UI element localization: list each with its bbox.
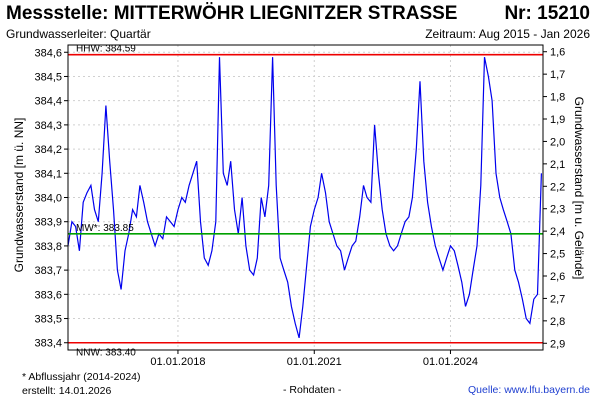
y-tick-label-left: 383,9 [34, 217, 62, 229]
y-tick-label-right: 1,8 [550, 92, 565, 104]
y-tick-label-right: 2,1 [550, 159, 565, 171]
y-axis-right: 1,6 1,7 1,8 1,9 2,0 2,1 2,2 2,3 2,4 2,5 2,6 2,7 2,8 2… [543, 47, 565, 350]
nnw-label: NNW: 383.40 [76, 348, 136, 359]
y-axis-label-left: Grundwasserstand [m ü. NN] [12, 117, 26, 273]
station-number: Nr: 15210 [504, 3, 590, 24]
y-tick-label-right: 2,7 [550, 293, 565, 305]
y-tick-label-right: 2,6 [550, 271, 565, 283]
footnote: * Abflussjahr (2014-2024) [22, 371, 141, 383]
y-tick-label-right: 2,4 [550, 226, 565, 238]
station-title: Messstelle: MITTERWÖHR LIEGNITZER STRASS… [6, 3, 458, 24]
y-axis-left: 383,4 383,5 383,6 383,7 383,8 383,9 384,0 384,1… [34, 47, 68, 350]
x-tick-label: 01.01.2024 [423, 356, 478, 368]
y-tick-label-right: 2,0 [550, 136, 565, 148]
hhw-label: HHW: 384.59 [76, 44, 136, 55]
reference-lines: HHW: 384.59 MW*: 383.85 NNW: 383.40 [68, 44, 543, 359]
y-tick-label-right: 2,3 [550, 204, 565, 216]
grid [68, 45, 543, 350]
y-tick-label-left: 384,6 [34, 47, 62, 59]
period-label: Zeitraum: Aug 2015 - Jan 2026 [425, 27, 590, 41]
x-tick-label: 01.01.2018 [150, 356, 205, 368]
y-tick-label-right: 1,9 [550, 114, 565, 126]
aquifer-label: Grundwasserleiter: Quartär [6, 27, 151, 41]
source-link[interactable]: Quelle: www.lfu.bayern.de [468, 384, 590, 396]
y-tick-label-left: 384,1 [34, 168, 62, 180]
y-tick-label-right: 2,8 [550, 316, 565, 328]
y-tick-label-left: 383,6 [34, 289, 62, 301]
y-tick-label-left: 384,5 [34, 71, 62, 83]
y-axis-label-right: Grundwasserstand [m u. Gelände] [572, 96, 586, 280]
y-tick-label-left: 383,5 [34, 314, 62, 326]
x-axis: 01.01.2018 01.01.2021 01.01.2024 [150, 350, 478, 368]
raw-data-label: - Rohdaten - [283, 384, 342, 396]
y-tick-label-right: 2,2 [550, 181, 565, 193]
y-tick-label-left: 384,0 [34, 193, 62, 205]
created-date: erstellt: 14.01.2026 [22, 385, 112, 397]
series-layer [67, 56, 542, 339]
y-tick-label-left: 384,4 [34, 96, 62, 108]
y-tick-label-left: 384,2 [34, 144, 62, 156]
y-tick-label-right: 2,9 [550, 338, 565, 350]
x-tick-label: 01.01.2021 [287, 356, 342, 368]
y-tick-label-left: 383,8 [34, 241, 62, 253]
y-tick-label-right: 1,6 [550, 47, 565, 59]
plot-frame [67, 44, 544, 351]
y-tick-label-left: 383,4 [34, 338, 62, 350]
y-tick-label-right: 2,5 [550, 249, 565, 261]
mw-label: MW*: 383.85 [76, 223, 134, 234]
y-tick-label-right: 1,7 [550, 69, 565, 81]
groundwater-series-line [67, 56, 542, 339]
y-tick-label-left: 384,3 [34, 120, 62, 132]
y-tick-label-left: 383,7 [34, 265, 62, 277]
